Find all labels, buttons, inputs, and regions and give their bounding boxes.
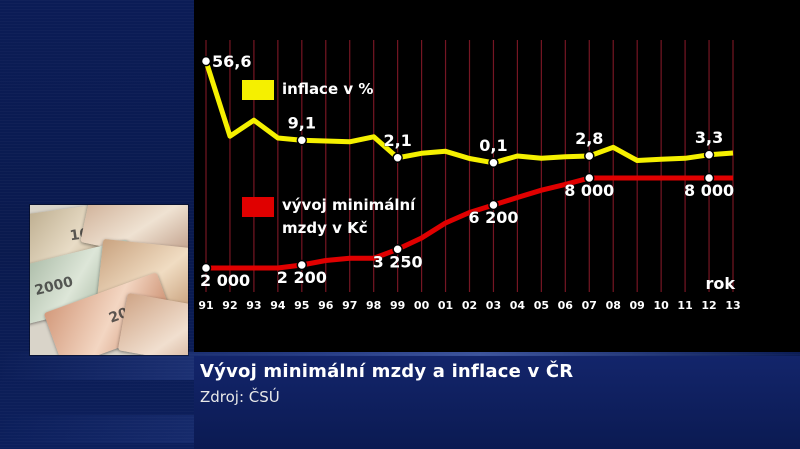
x-tick-label: 00 bbox=[414, 299, 430, 312]
x-tick-label: 02 bbox=[462, 299, 477, 312]
legend-label-wage-line2: mzdy v Kč bbox=[282, 219, 368, 237]
x-tick-label: 13 bbox=[725, 299, 740, 312]
inflation-point bbox=[296, 135, 308, 146]
banknote-image bbox=[117, 293, 188, 355]
inflation-data-label: 9,1 bbox=[288, 113, 316, 132]
x-tick-label: 07 bbox=[582, 299, 597, 312]
x-tick-label: 06 bbox=[558, 299, 574, 312]
x-tick-label: 03 bbox=[486, 299, 501, 312]
wage-data-label: 8 000 bbox=[684, 181, 734, 200]
x-tick-label: 97 bbox=[342, 299, 357, 312]
inflation-point bbox=[584, 150, 595, 162]
chart-panel: 56,6 9,1 2,1 0,1 2,8 3,3 2 000 2 200 3 250 6 200 8… bbox=[194, 0, 800, 352]
x-tick-label: 11 bbox=[677, 299, 692, 312]
inflation-line bbox=[203, 60, 734, 166]
caption-box bbox=[194, 356, 800, 449]
inflation-point bbox=[392, 152, 403, 163]
wage-data-label: 6 200 bbox=[468, 208, 518, 227]
x-tick-label: 01 bbox=[438, 299, 453, 312]
x-tick-label: 91 bbox=[198, 299, 213, 312]
caption-title: Vývoj minimální mzdy a inflace v ČR bbox=[200, 361, 574, 382]
wage-line bbox=[206, 175, 733, 271]
wage-point bbox=[392, 244, 403, 255]
inflation-data-label: 2,8 bbox=[575, 129, 603, 148]
x-tick-label: 04 bbox=[510, 299, 526, 312]
banknote-value: 2000 bbox=[33, 274, 75, 299]
x-tick-label: 98 bbox=[366, 299, 381, 312]
wage-point bbox=[584, 172, 595, 184]
x-tick-label: 92 bbox=[222, 299, 237, 312]
wage-point bbox=[703, 172, 715, 184]
inflation-data-label: 2,1 bbox=[383, 131, 411, 150]
x-tick-label: 10 bbox=[653, 299, 669, 312]
x-tick-label: 93 bbox=[246, 299, 261, 312]
x-tick-label: 12 bbox=[701, 299, 716, 312]
x-axis-unit-label: rok bbox=[705, 274, 735, 293]
wage-data-label: 2 200 bbox=[277, 268, 327, 287]
inflation-point bbox=[488, 157, 499, 168]
x-tick-label: 08 bbox=[606, 299, 621, 312]
inflation-data-label: 3,3 bbox=[695, 128, 723, 147]
x-tick-label: 05 bbox=[534, 299, 549, 312]
chart: 56,6 9,1 2,1 0,1 2,8 3,3 2 000 2 200 3 250 6 200 8… bbox=[198, 40, 741, 312]
x-tick-label: 94 bbox=[270, 299, 286, 312]
caption-source: Zdroj: ČSÚ bbox=[200, 388, 280, 406]
wage-point bbox=[296, 259, 308, 271]
wage-point bbox=[488, 199, 499, 211]
x-tick-label: 09 bbox=[630, 299, 645, 312]
legend-swatch-inflation bbox=[242, 80, 274, 100]
legend-label-inflation: inflace v % bbox=[282, 80, 374, 98]
inflation-data-label: 0,1 bbox=[479, 136, 507, 155]
banknotes-thumbnail: 100 2000 200 bbox=[30, 205, 188, 355]
wage-data-label: 3 250 bbox=[373, 252, 423, 271]
inflation-data-label: 56,6 bbox=[212, 52, 251, 71]
inflation-point bbox=[703, 149, 715, 160]
x-tick-label: 96 bbox=[318, 299, 334, 312]
x-tick-label: 99 bbox=[390, 299, 405, 312]
wage-point bbox=[200, 262, 212, 274]
x-tick-label: 95 bbox=[294, 299, 309, 312]
legend-swatch-wage bbox=[242, 197, 274, 217]
wage-data-label: 8 000 bbox=[564, 181, 614, 200]
wage-data-label: 2 000 bbox=[200, 271, 250, 290]
inflation-point bbox=[200, 55, 212, 67]
legend-label-wage: vývoj minimální bbox=[282, 196, 416, 214]
